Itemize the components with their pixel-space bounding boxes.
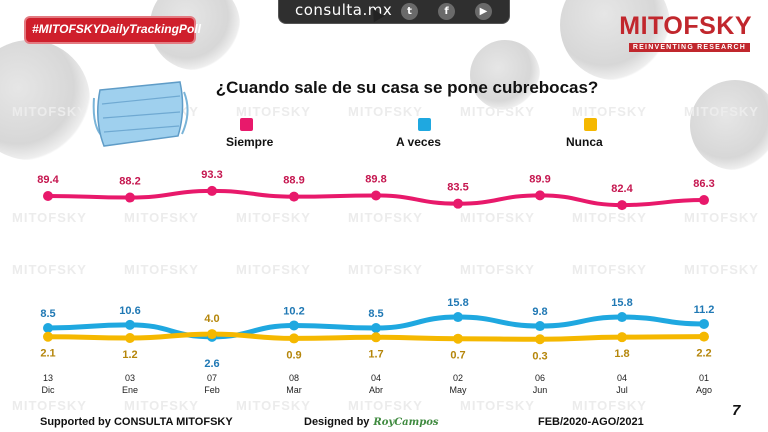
data-label-nunca: 0.7 — [450, 350, 465, 362]
data-point-a-veces — [371, 323, 381, 333]
data-point-nunca — [453, 333, 463, 344]
data-label-siempre: 89.8 — [365, 173, 386, 185]
data-point-a-veces — [125, 319, 135, 330]
data-point-siempre — [43, 191, 53, 201]
data-label-siempre: 89.9 — [529, 173, 550, 185]
page-number: 7 — [732, 402, 741, 419]
facebook-icon[interactable]: f — [438, 3, 455, 20]
data-point-a-veces — [699, 318, 709, 329]
data-point-a-veces — [617, 312, 627, 323]
data-label-nunca: 1.2 — [122, 349, 137, 361]
data-point-nunca — [289, 333, 299, 344]
x-tick-day: 06 — [535, 373, 545, 383]
data-label-a-veces: 8.5 — [40, 308, 55, 320]
legend-label-nunca: Nunca — [566, 135, 603, 149]
data-label-a-veces: 15.8 — [447, 297, 468, 309]
legend-swatch-siempre — [240, 118, 253, 131]
legend-label-siempre: Siempre — [226, 135, 274, 149]
data-label-nunca: 1.7 — [368, 348, 383, 360]
x-tick-month: May — [449, 385, 467, 395]
x-tick-day: 08 — [289, 373, 299, 383]
data-label-siempre: 88.2 — [119, 176, 140, 188]
data-label-nunca: 0.9 — [286, 349, 301, 361]
x-tick-day: 02 — [453, 373, 463, 383]
x-tick-month: Feb — [204, 385, 220, 395]
x-tick-month: Mar — [286, 385, 302, 395]
x-tick-day: 03 — [125, 373, 135, 383]
data-label-siempre: 82.4 — [611, 183, 633, 195]
x-tick-day: 01 — [699, 373, 709, 383]
data-label-nunca: 0.3 — [532, 350, 547, 362]
data-label-a-veces: 9.8 — [532, 306, 547, 318]
data-label-a-veces: 11.2 — [694, 304, 715, 316]
logo-tagline: REINVENTING RESEARCH — [628, 43, 750, 52]
face-mask-icon — [92, 81, 189, 147]
footer-supported-by: Supported by CONSULTA MITOFSKY — [40, 416, 233, 428]
x-tick-month: Jul — [616, 385, 628, 395]
legend-label-a-veces: A veces — [396, 135, 441, 149]
data-point-siempre — [289, 191, 299, 202]
data-point-a-veces — [453, 312, 463, 323]
data-point-siempre — [699, 195, 709, 206]
data-point-siempre — [207, 185, 217, 196]
chart-title: ¿Cuando sale de su casa se pone cubreboc… — [215, 78, 599, 97]
data-label-a-veces: 15.8 — [611, 297, 632, 309]
data-label-a-veces: 10.6 — [119, 305, 140, 317]
x-tick-month: Ago — [696, 385, 712, 395]
data-point-a-veces — [535, 321, 545, 332]
x-tick-day: 04 — [617, 373, 627, 383]
data-label-a-veces: 10.2 — [283, 305, 304, 317]
designer-signature: RoyCampos — [373, 417, 439, 428]
data-label-nunca: 1.8 — [614, 348, 629, 360]
data-point-a-veces — [289, 320, 299, 331]
legend-swatch-a-veces — [418, 118, 431, 131]
logo-name: MITOFSKY — [619, 12, 752, 40]
hashtag-text: #MITOFSKYDailyTrackingPoll — [32, 22, 201, 36]
x-tick-month: Dic — [42, 385, 55, 395]
data-point-siempre — [617, 200, 627, 211]
data-point-nunca — [43, 331, 53, 342]
data-label-nunca: 4.0 — [204, 313, 219, 325]
x-tick-month: Abr — [369, 385, 383, 395]
data-point-nunca — [125, 333, 135, 343]
data-point-nunca — [371, 332, 381, 343]
data-label-siempre: 83.5 — [447, 182, 468, 194]
data-point-siempre — [125, 192, 135, 203]
data-point-siempre — [535, 190, 545, 201]
data-point-nunca — [617, 332, 627, 343]
data-label-siempre: 89.4 — [37, 174, 59, 186]
twitter-icon[interactable]: t — [401, 3, 418, 20]
youtube-icon[interactable]: ▶ — [475, 3, 492, 20]
x-tick-day: 13 — [43, 373, 53, 383]
mitofsky-logo: MITOFSKY REINVENTING RESEARCH — [612, 12, 752, 60]
data-label-siempre: 86.3 — [693, 178, 714, 190]
data-label-siempre: 93.3 — [201, 169, 222, 181]
data-label-a-veces: 2.6 — [204, 358, 219, 370]
data-point-nunca — [207, 329, 217, 340]
footer-period: FEB/2020-AGO/2021 — [538, 416, 644, 428]
data-label-nunca: 2.1 — [40, 348, 55, 360]
data-point-nunca — [535, 334, 545, 345]
designed-by-label: Designed by — [304, 416, 370, 428]
site-link[interactable]: consulta.mx — [295, 1, 393, 19]
data-point-siempre — [453, 198, 463, 209]
data-label-nunca: 2.2 — [696, 348, 711, 360]
x-tick-day: 07 — [207, 373, 217, 383]
top-social-bar: consulta.mx t f ▶ — [278, 0, 510, 24]
data-point-a-veces — [43, 323, 53, 333]
x-tick-day: 04 — [371, 373, 381, 383]
data-label-a-veces: 8.5 — [368, 308, 383, 320]
data-label-siempre: 88.9 — [283, 175, 304, 187]
legend-swatch-nunca — [584, 118, 597, 131]
data-point-nunca — [699, 331, 709, 342]
x-tick-month: Jun — [533, 385, 548, 395]
hashtag-badge: #MITOFSKYDailyTrackingPoll — [26, 18, 201, 42]
data-point-siempre — [371, 190, 381, 201]
footer-designed-by: Designed by RoyCampos — [304, 416, 439, 428]
x-tick-month: Ene — [122, 385, 138, 395]
